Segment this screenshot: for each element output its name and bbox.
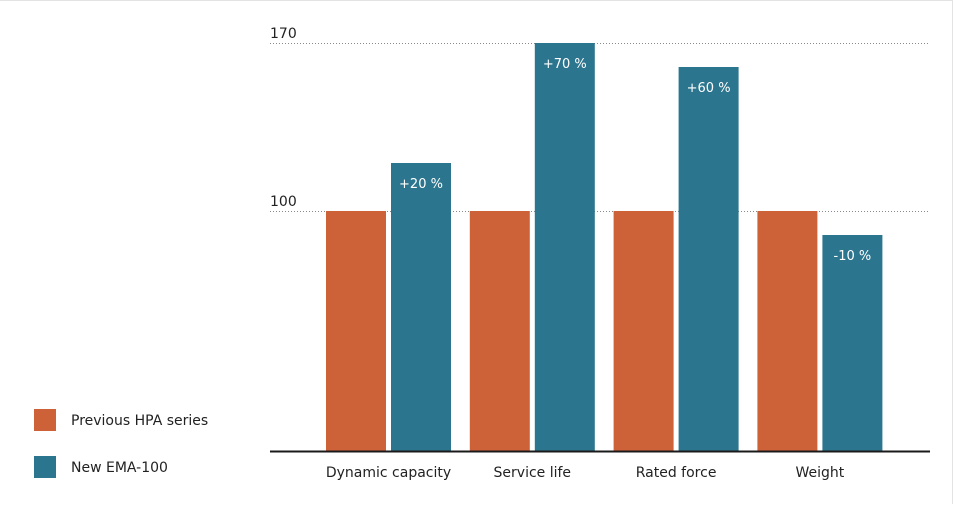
bar-data-label-3: -10 % bbox=[834, 249, 872, 264]
legend-swatch-new bbox=[34, 456, 56, 478]
x-tick-label-1: Service life bbox=[494, 465, 572, 481]
legend-label-new: New EMA-100 bbox=[71, 460, 168, 476]
bar-data-label-2: +60 % bbox=[687, 81, 731, 96]
bar-previous-2 bbox=[613, 211, 674, 451]
legend-label-previous: Previous HPA series bbox=[71, 413, 209, 429]
x-tick-label-3: Weight bbox=[796, 465, 845, 481]
y-tick-label-170: 170 bbox=[270, 26, 297, 42]
bar-data-label-0: +20 % bbox=[399, 177, 443, 192]
bar-new-0 bbox=[391, 163, 451, 451]
bar-previous-3 bbox=[757, 211, 818, 451]
bar-new-1 bbox=[534, 43, 595, 451]
bar-new-3 bbox=[822, 235, 883, 451]
x-tick-label-0: Dynamic capacity bbox=[326, 465, 451, 481]
bar-data-label-1: +70 % bbox=[543, 57, 587, 72]
bar-new-2 bbox=[678, 67, 739, 451]
x-tick-label-2: Rated force bbox=[636, 465, 717, 481]
bar-previous-1 bbox=[469, 211, 530, 451]
legend-swatch-previous bbox=[34, 409, 56, 431]
bar-previous-0 bbox=[326, 211, 386, 451]
y-tick-label-100: 100 bbox=[270, 194, 297, 210]
